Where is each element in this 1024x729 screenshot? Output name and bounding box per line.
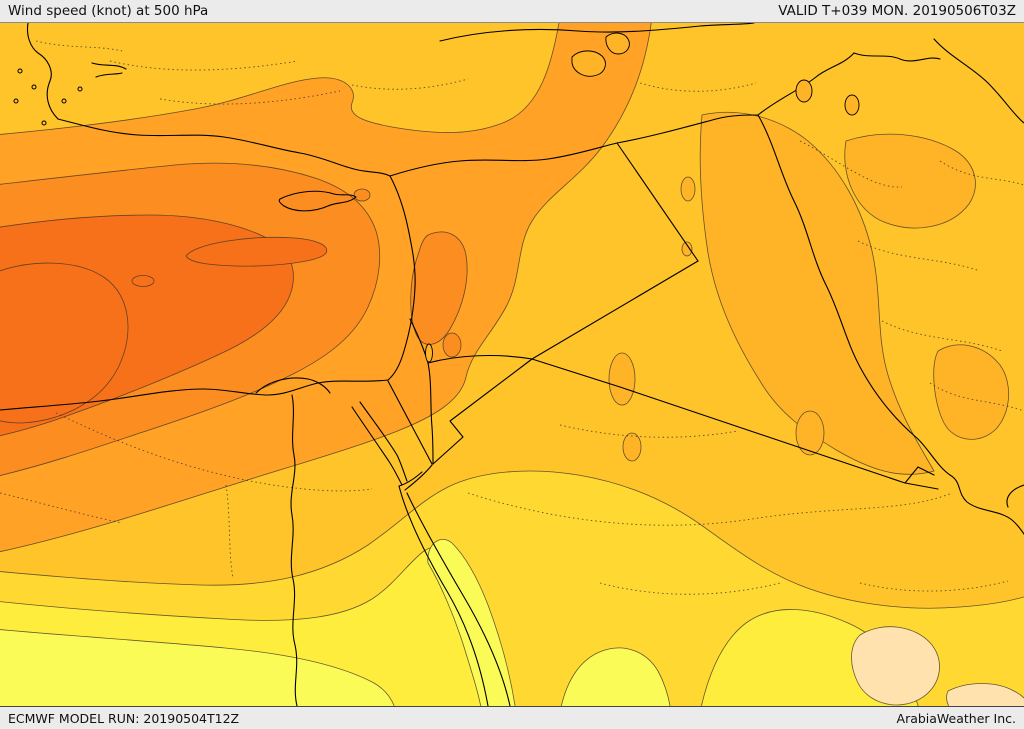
country-borders [0, 23, 1024, 706]
contour-fills [0, 23, 1024, 706]
contour-spot [608, 352, 636, 406]
dotted-boundaries [0, 40, 1024, 595]
turkey-coastline [57, 118, 391, 177]
contour-spot [680, 176, 696, 202]
lakes [425, 32, 860, 363]
map-title: Wind speed (knot) at 500 hPa [8, 3, 209, 19]
map-header: Wind speed (knot) at 500 hPa VALID T+039… [0, 0, 1024, 23]
dead-sea [425, 343, 433, 363]
valid-time-label: VALID T+039 MON. 20190506T03Z [778, 3, 1016, 19]
red-sea-west-coast [398, 485, 489, 706]
contour-region-east-edge-patch [933, 344, 1010, 440]
persian-gulf-coastline [917, 438, 1024, 535]
turkey-syria-border [389, 114, 759, 177]
contour-region-core-elongated [185, 237, 328, 267]
contour-spot [442, 332, 462, 358]
contour-region-core-west [0, 262, 129, 424]
wind-speed-map [0, 23, 1024, 706]
contour-region-levant [410, 231, 468, 345]
aegean-coastline [26, 23, 59, 120]
model-run-label: ECMWF MODEL RUN: 20190504T12Z [8, 710, 240, 726]
provider-label: ArabiaWeather Inc. [896, 710, 1016, 726]
map-footer: ECMWF MODEL RUN: 20190504T12Z ArabiaWeat… [0, 706, 1024, 729]
caspian-coastline [933, 38, 1024, 124]
nile-river [290, 394, 298, 706]
nile-delta [255, 377, 331, 394]
contour-region-east-patch [844, 133, 976, 229]
contour-spot [795, 410, 825, 456]
contour-spot [353, 188, 371, 202]
gulf-of-aqaba [398, 464, 433, 491]
egypt-coastline [0, 379, 389, 411]
contour-spot [131, 275, 155, 287]
cyprus-outline [278, 190, 357, 212]
contour-region-east-band [699, 111, 935, 475]
gulf-of-suez [351, 401, 408, 486]
contour-spot [622, 432, 642, 462]
contour-spot [681, 241, 693, 257]
map-canvas [0, 23, 1024, 706]
contour-region-bright-redsea [427, 538, 516, 706]
contour-region-cream [851, 626, 940, 706]
contour-region-bright-mid [560, 647, 671, 706]
levant-coastline [387, 175, 416, 381]
red-sea-east-coast [406, 492, 511, 706]
blacksea-coastline [439, 23, 755, 42]
